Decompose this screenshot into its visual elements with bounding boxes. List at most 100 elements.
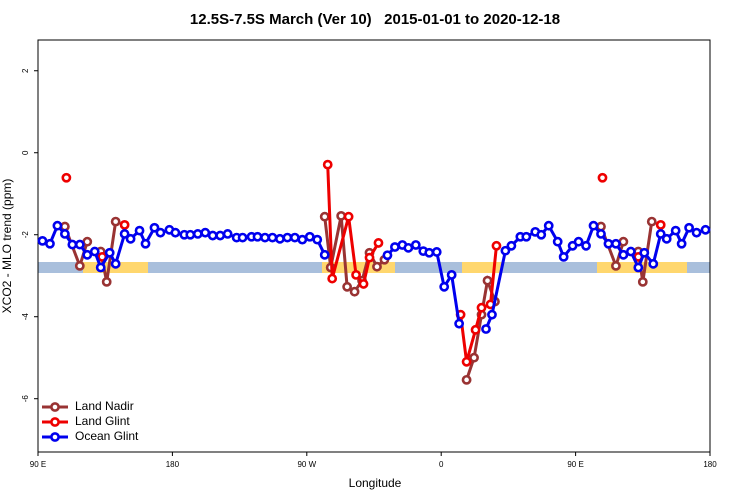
point — [140, 238, 151, 249]
point — [500, 245, 511, 256]
point — [373, 238, 384, 248]
point — [45, 238, 55, 249]
point — [487, 309, 497, 320]
point — [536, 229, 547, 240]
y-tick-label: -2 — [21, 231, 30, 239]
x-axis-label: Longitude — [349, 476, 402, 490]
point — [648, 258, 659, 269]
plot-frame — [37, 39, 711, 453]
point — [676, 238, 687, 249]
x-tick-label: 90 W — [297, 460, 316, 469]
point — [646, 216, 657, 227]
point — [691, 227, 702, 238]
x-tick-label: 0 — [439, 460, 444, 469]
y-axis-label: XCO2 - MLO trend (ppm) — [0, 179, 14, 314]
point — [82, 236, 93, 247]
point — [684, 222, 694, 233]
point — [82, 249, 93, 260]
point — [670, 225, 681, 236]
point — [207, 230, 218, 241]
y-tick-label: -6 — [21, 395, 30, 403]
point — [469, 352, 479, 363]
point — [611, 238, 621, 249]
point — [215, 230, 226, 241]
point — [275, 233, 285, 244]
point — [618, 236, 629, 247]
point — [61, 172, 72, 183]
point — [110, 258, 121, 269]
point — [37, 235, 48, 246]
point — [618, 249, 629, 260]
point — [700, 224, 711, 235]
point — [237, 232, 248, 243]
point — [52, 220, 63, 231]
point — [446, 270, 457, 280]
point — [267, 232, 278, 243]
point — [119, 219, 130, 230]
x-tick-label: 90 E — [30, 460, 46, 469]
point — [289, 232, 300, 243]
point — [110, 216, 121, 227]
point — [633, 262, 644, 273]
point — [95, 262, 106, 273]
point — [170, 227, 181, 238]
point — [424, 247, 435, 258]
point — [637, 276, 648, 287]
point — [661, 233, 672, 244]
point — [74, 260, 85, 271]
point — [342, 281, 353, 292]
point — [655, 229, 666, 239]
x-tick-label: 90 E — [567, 460, 583, 469]
point — [282, 232, 293, 243]
point — [390, 242, 400, 252]
land-band — [322, 262, 395, 273]
series-line — [63, 215, 654, 381]
y-tick-label: -4 — [21, 313, 30, 321]
point — [470, 324, 481, 335]
point — [543, 220, 554, 231]
legend-label: Ocean Glint — [75, 429, 139, 443]
y-tick-label: 2 — [21, 68, 30, 73]
point — [603, 238, 614, 249]
point — [125, 233, 136, 244]
point — [573, 236, 584, 247]
chart-title: 12.5S-7.5S March (Ver 10) 2015-01-01 to … — [190, 11, 560, 28]
point — [74, 239, 85, 250]
legend-label: Land Nadir — [75, 399, 134, 413]
point — [454, 318, 465, 329]
point — [597, 172, 608, 183]
point — [552, 236, 563, 247]
legend-marker — [50, 402, 60, 412]
point — [461, 374, 472, 385]
point — [119, 229, 130, 239]
point — [506, 240, 517, 251]
point — [351, 270, 361, 280]
point — [625, 246, 636, 257]
point — [431, 247, 442, 257]
point — [410, 240, 421, 250]
point — [655, 219, 666, 230]
land-band — [462, 262, 502, 273]
point — [596, 229, 606, 239]
point — [382, 250, 393, 261]
point — [403, 242, 414, 253]
point — [260, 232, 270, 243]
point — [343, 211, 354, 222]
point — [491, 240, 502, 251]
point — [476, 302, 487, 313]
y-tick-label: 0 — [21, 150, 30, 155]
point — [461, 356, 472, 367]
point — [192, 229, 203, 239]
point — [304, 231, 315, 242]
x-tick-label: 180 — [703, 460, 717, 469]
point — [481, 324, 491, 334]
point — [482, 275, 493, 286]
point — [588, 220, 599, 231]
point — [349, 286, 360, 297]
point — [322, 159, 333, 170]
point — [521, 231, 532, 242]
point — [185, 229, 196, 240]
point — [155, 227, 166, 238]
point — [297, 234, 308, 245]
